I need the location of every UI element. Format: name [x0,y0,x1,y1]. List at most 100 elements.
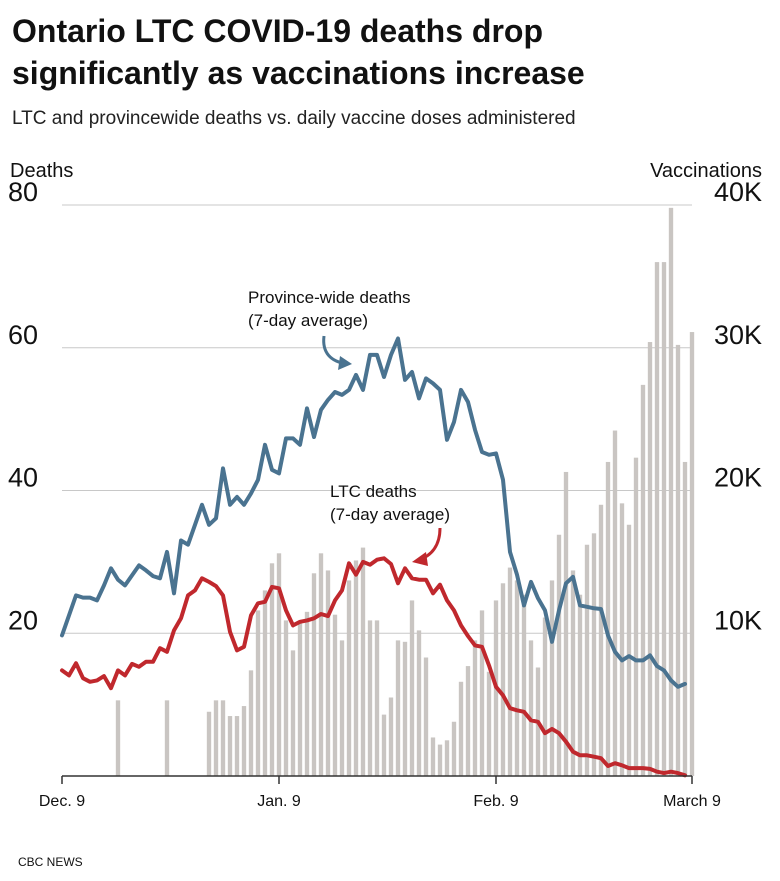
annotation: Province-wide deaths [248,288,411,307]
annotation-arrow-head [412,552,428,566]
bar [591,533,597,776]
bar [479,610,485,776]
bar [563,471,569,776]
source: CBC NEWS [18,855,83,869]
bar [227,716,233,776]
bar [570,570,576,776]
bar [262,590,268,776]
bar [332,614,338,776]
axes: 20 40 60 80 10K 20K 30K 40K Dec. 9 Jan. 9 Feb. 9 Ma… [8,177,762,810]
bars [115,207,695,777]
bar [339,640,345,776]
y2-tick-label: 40K [714,177,762,207]
bar [556,534,562,776]
bar [619,503,625,776]
y2-tick-label: 30K [714,320,762,350]
line [60,336,687,689]
bar [444,740,450,776]
bar [304,611,310,776]
annotation: (7-day average) [248,311,368,330]
annotation: LTC deaths [330,482,417,501]
bar [507,567,513,776]
bar [290,650,296,776]
y2-tick-label: 10K [714,605,762,635]
bar [626,524,632,776]
lines [60,336,687,778]
bar [514,580,520,776]
annotation-arrow [417,527,442,562]
bar [416,630,422,776]
bar [640,384,646,776]
chart-subtitle: LTC and provincewide deaths vs. daily va… [12,108,576,129]
bar [521,594,527,776]
bar [374,620,380,776]
bar [255,610,261,776]
bar [318,553,324,776]
bar [115,700,121,776]
line [60,556,687,778]
bar [206,711,212,776]
bar [465,666,471,776]
bar [388,697,394,776]
bar [367,620,373,776]
bar [283,620,289,776]
annotation-arrow-head [338,356,352,370]
bar [528,640,534,776]
bar [633,457,639,776]
bar [220,700,226,776]
bar [542,617,548,776]
bar [360,547,366,776]
bar [164,700,170,776]
bar [668,207,674,777]
bar [577,594,583,776]
bar [661,262,667,777]
bar [675,344,681,776]
y-axis-label: Deaths [10,160,73,182]
bar [297,623,303,776]
bar [654,262,660,777]
bar [584,544,590,776]
x-tick-label: Jan. 9 [257,793,301,810]
bar [689,332,695,776]
y2-axis-label: Vaccinations [650,160,762,182]
x-tick-label: Dec. 9 [39,793,85,810]
x-tick-label: March 9 [663,793,721,810]
bar [451,721,457,776]
bar [395,640,401,776]
chart-title: significantly as vaccinations increase [12,55,585,91]
bar [346,580,352,776]
bar [248,670,254,776]
bar [682,461,688,776]
bar [647,342,653,776]
bar [402,641,408,776]
bar [269,563,275,776]
bar [276,553,282,776]
bar [430,737,436,776]
bar [458,681,464,776]
bar [213,700,219,776]
bar [409,600,415,776]
y-tick-label: 40 [8,463,38,493]
bar [612,430,618,776]
grid [62,204,692,634]
annotation: (7-day average) [330,505,450,524]
x-tick-label: Feb. 9 [473,793,518,810]
bar [311,573,317,776]
bar [325,570,331,776]
bar [605,461,611,776]
bar [234,716,240,776]
bar [472,640,478,776]
bar [437,744,443,776]
bar [381,714,387,776]
bar [423,657,429,776]
y2-tick-label: 20K [714,463,762,493]
bar [598,504,604,776]
y-tick-label: 80 [8,177,38,207]
bar [486,671,492,776]
chart-title: Ontario LTC COVID-19 deaths drop [12,13,543,49]
bar [353,560,359,776]
y-tick-label: 60 [8,320,38,350]
y-tick-label: 20 [8,605,38,635]
bar [549,580,555,776]
